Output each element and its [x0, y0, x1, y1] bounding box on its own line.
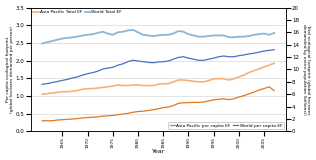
Y-axis label: Total ecological footprint (global hectares
demanded by entire population (billi: Total ecological footprint (global hecta… [302, 24, 310, 115]
Y-axis label: Per capita ecological footprint
(global hectares demanded per person): Per capita ecological footprint (global … [6, 26, 14, 113]
Legend: Asia Pacific per capita EF, World per capita EF: Asia Pacific per capita EF, World per ca… [168, 123, 283, 129]
X-axis label: Year: Year [151, 149, 165, 154]
